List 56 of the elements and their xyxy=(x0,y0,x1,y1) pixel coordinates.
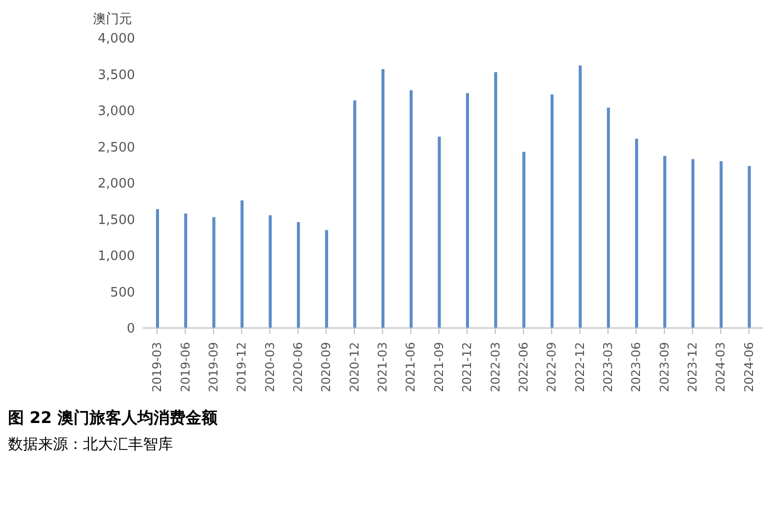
x-tick-label: 2023-09 xyxy=(657,342,672,392)
x-tick-label: 2019-06 xyxy=(178,342,192,392)
x-tick-label: 2019-09 xyxy=(206,342,220,392)
x-tick-label: 2019-12 xyxy=(234,342,249,392)
x-tick-label: 2021-06 xyxy=(404,342,418,392)
source-note: 数据来源：北大汇丰智库 xyxy=(8,435,174,454)
y-tick-label: 1,500 xyxy=(98,212,135,228)
bar xyxy=(578,66,582,328)
bar xyxy=(663,156,666,328)
x-tick-label: 2023-06 xyxy=(629,342,644,392)
x-tick-label: 2020-09 xyxy=(319,342,334,392)
x-tick-label: 2023-03 xyxy=(601,342,615,392)
bar xyxy=(353,100,356,328)
y-tick-label: 1,000 xyxy=(98,249,135,264)
x-tick-label: 2022-03 xyxy=(488,342,502,392)
y-tick-label: 0 xyxy=(126,322,135,337)
y-tick-label: 2,500 xyxy=(98,140,135,156)
bar xyxy=(268,215,272,328)
bar xyxy=(410,90,413,328)
bar xyxy=(494,72,498,328)
y-tick-label: 4,000 xyxy=(98,32,135,47)
x-tick-label: 2020-06 xyxy=(291,342,305,392)
text: 图 22 澳门旅客人均消费金额 xyxy=(8,408,218,429)
bar xyxy=(691,159,694,328)
bar xyxy=(184,213,188,328)
x-tick-label: 2023-12 xyxy=(686,342,700,392)
x-tick-label: 2022-06 xyxy=(516,342,530,392)
y-axis-title: 澳门元 xyxy=(93,11,132,28)
x-tick-label: 2022-09 xyxy=(544,342,559,392)
x-tick-label: 2021-12 xyxy=(460,342,474,392)
bar xyxy=(325,230,328,328)
bar xyxy=(381,69,384,328)
bar xyxy=(156,209,159,328)
x-tick-label: 2024-06 xyxy=(742,342,756,392)
bar xyxy=(748,166,751,328)
y-tick-label: 3,000 xyxy=(98,104,135,120)
bar xyxy=(522,152,526,328)
y-tick-label: 500 xyxy=(110,285,135,300)
x-tick-label: 2020-12 xyxy=(347,342,362,392)
x-tick-label: 2021-09 xyxy=(432,342,446,392)
bar xyxy=(606,108,610,328)
x-tick-label: 2020-03 xyxy=(262,342,277,392)
bar xyxy=(296,222,300,328)
bar xyxy=(466,93,469,328)
y-tick-label: 3,500 xyxy=(98,68,135,83)
bar xyxy=(438,136,441,328)
x-tick-label: 2021-03 xyxy=(376,342,390,392)
bar xyxy=(550,94,554,328)
y-tick-label: 2,000 xyxy=(98,176,135,192)
x-tick-label: 2019-03 xyxy=(150,342,164,392)
bar xyxy=(635,138,638,328)
bar xyxy=(240,200,244,328)
x-tick-label: 2024-03 xyxy=(714,342,728,392)
bar xyxy=(720,161,723,328)
bar xyxy=(212,217,216,328)
x-tick-label: 2022-12 xyxy=(572,342,587,392)
